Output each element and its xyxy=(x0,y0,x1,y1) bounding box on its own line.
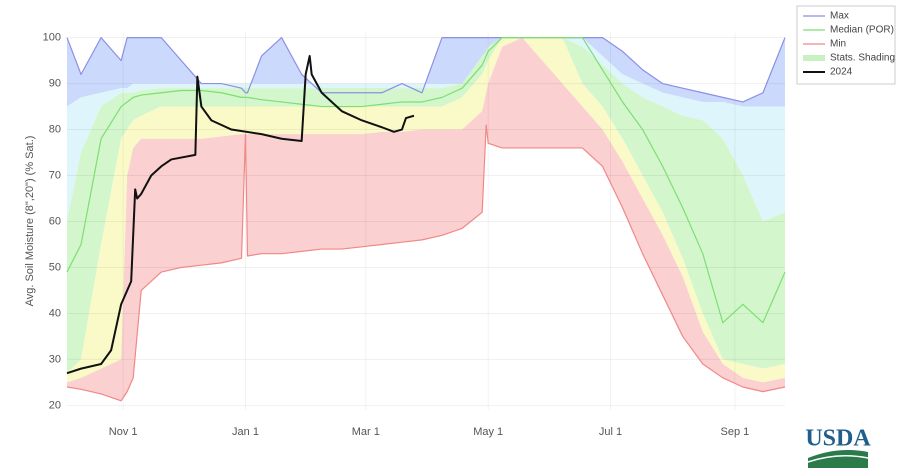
legend-label: Stats. Shading xyxy=(830,53,895,64)
plot-area xyxy=(66,33,786,410)
x-tick-label: Jul 1 xyxy=(599,426,622,438)
legend-item: 2024 xyxy=(803,67,853,78)
legend: Max Median (POR) Min Stats. Shading 2024 xyxy=(796,5,896,85)
y-axis-label: Avg. Soil Moisture (8",20") (% Sat.) xyxy=(24,136,36,307)
y-tick-label: 30 xyxy=(49,353,61,365)
x-tick-label: Jan 1 xyxy=(232,426,259,438)
x-tick-label: May 1 xyxy=(473,426,503,438)
legend-label: Median (POR) xyxy=(830,25,894,36)
shading-band xyxy=(67,37,785,401)
x-tick-label: Nov 1 xyxy=(109,426,138,438)
logo-stripe xyxy=(807,455,869,463)
y-tick-label: 100 xyxy=(43,32,61,44)
shading-band xyxy=(67,37,785,383)
legend-label: Min xyxy=(830,39,846,50)
series-line xyxy=(66,36,786,103)
legend-item: Max xyxy=(803,11,849,22)
x-tick-label: Mar 1 xyxy=(352,426,380,438)
legend-label: Max xyxy=(830,11,849,22)
legend-label: 2024 xyxy=(830,67,853,78)
logo-text: USDA xyxy=(805,426,871,452)
legend-item: Min xyxy=(803,39,846,50)
logo-field xyxy=(808,450,868,468)
y-tick-label: 40 xyxy=(49,307,61,319)
y-tick-label: 90 xyxy=(49,77,61,89)
y-tick-label: 20 xyxy=(49,399,61,411)
legend-item: Stats. Shading xyxy=(803,53,895,64)
y-tick-label: 60 xyxy=(49,215,61,227)
y-tick-label: 80 xyxy=(49,123,61,135)
shading-band xyxy=(67,37,785,374)
y-tick-label: 50 xyxy=(49,261,61,273)
x-tick-label: Sep 1 xyxy=(720,426,749,438)
usda-logo: USDA xyxy=(805,426,871,468)
series-line xyxy=(66,36,786,324)
y-tick-label: 70 xyxy=(49,169,61,181)
series-line xyxy=(66,124,786,402)
legend-item: Median (POR) xyxy=(803,25,894,36)
series-line xyxy=(66,54,415,375)
